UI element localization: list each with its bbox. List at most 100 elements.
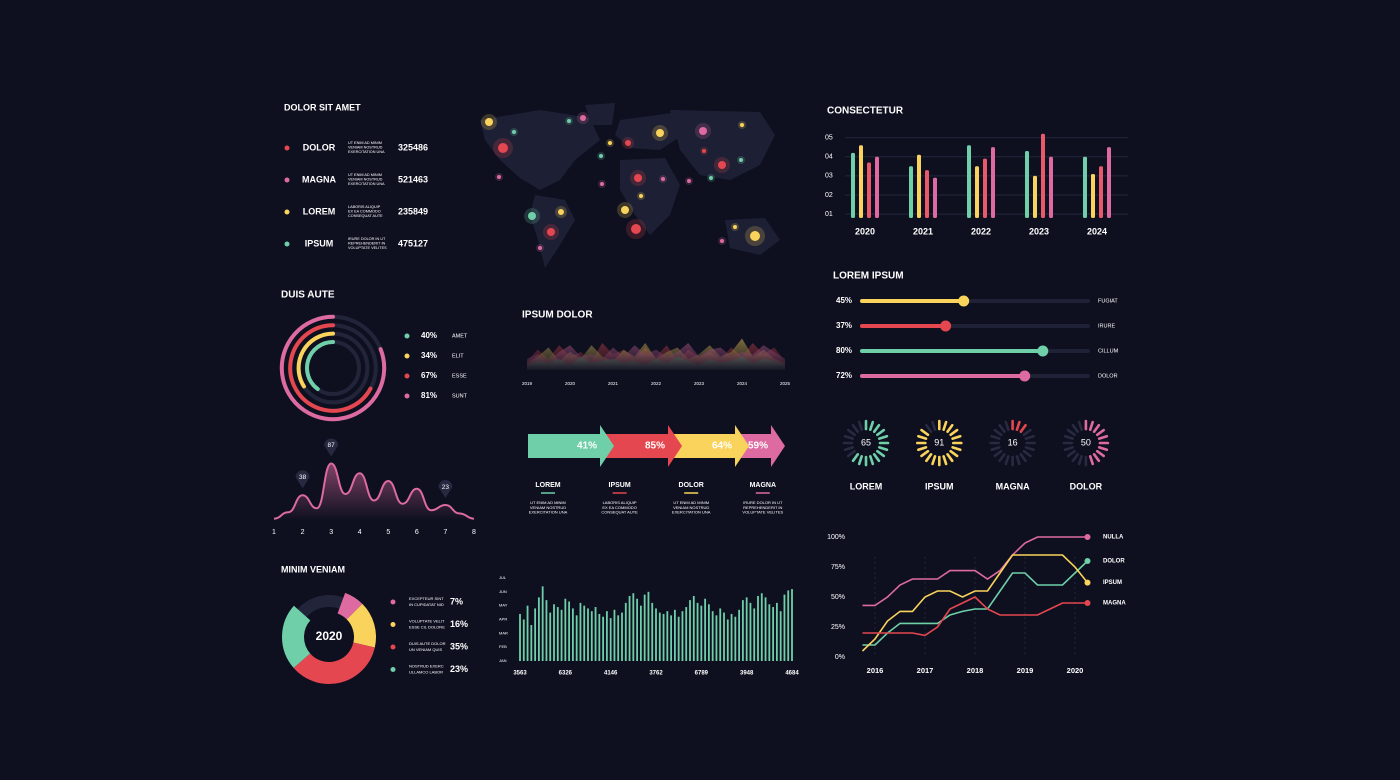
arrow-note: EXERCITATION UNA xyxy=(672,510,711,515)
gauge-tick xyxy=(1066,449,1076,458)
slider-knob xyxy=(1019,370,1031,382)
bar xyxy=(602,616,605,661)
map-dot xyxy=(656,129,664,137)
donut-center: 2020 xyxy=(316,629,343,643)
map-dot xyxy=(739,158,743,162)
legend-dot xyxy=(390,599,396,605)
map-dot xyxy=(687,179,691,183)
line-end-dot xyxy=(1084,579,1091,586)
gauge-tick xyxy=(1077,455,1083,466)
legend-note: UN VENIAM QUIS xyxy=(409,647,442,652)
map-dot xyxy=(625,140,631,146)
map-dot xyxy=(547,228,555,236)
bar xyxy=(1099,166,1103,218)
gauge-tick xyxy=(872,423,881,433)
gauge-tick xyxy=(1097,446,1109,452)
x-tick-label: 3948 xyxy=(740,671,754,677)
gauge-tick xyxy=(857,455,863,466)
map-dot xyxy=(621,206,629,214)
x-tick-label: 2016 xyxy=(867,666,884,675)
bar xyxy=(975,166,979,218)
continent xyxy=(480,110,600,190)
bar xyxy=(917,154,921,218)
bar xyxy=(730,613,733,661)
y-tick-label: FEB xyxy=(499,644,507,649)
gauge-tick xyxy=(843,434,854,440)
x-tick-label: 2020 xyxy=(565,381,576,386)
x-tick-label: 1 xyxy=(272,529,276,536)
gauge-tick xyxy=(1004,420,1010,431)
slider-knob xyxy=(940,320,952,332)
bar xyxy=(991,147,995,218)
bar xyxy=(575,615,578,661)
gauge-tick xyxy=(1015,420,1021,431)
row-note: LABORIS ALIQUIP xyxy=(348,205,381,209)
row-dot xyxy=(284,145,290,151)
bar xyxy=(628,595,631,661)
gauge-tick xyxy=(951,434,962,440)
arrow-note: IRURE DOLOR IN UT xyxy=(743,500,783,505)
x-tick-label: 3 xyxy=(329,529,333,536)
legend-value: 67% xyxy=(421,371,437,380)
world-map xyxy=(480,103,780,268)
y-tick-label: 75% xyxy=(831,564,845,571)
y-tick-label: 100% xyxy=(827,534,845,541)
gauge-value: 16 xyxy=(1008,437,1018,447)
arrow-note: VENIAM NOSTRUD xyxy=(673,505,709,510)
bar xyxy=(760,593,763,661)
gauge-tick xyxy=(876,449,886,458)
gauge-tick xyxy=(993,449,1003,458)
map-dot xyxy=(558,209,564,215)
legend-value: 7% xyxy=(450,596,463,606)
bar xyxy=(526,605,529,661)
bar xyxy=(1033,175,1037,218)
gauge-tick xyxy=(917,434,928,440)
bar xyxy=(723,612,725,661)
gauge-tick xyxy=(1019,453,1027,463)
map-dot xyxy=(661,177,665,181)
bar xyxy=(655,608,657,661)
bar xyxy=(726,619,729,661)
bar xyxy=(553,604,555,661)
slider-label: IRURE xyxy=(1098,323,1115,329)
bar xyxy=(967,145,971,218)
gauge-tick xyxy=(925,453,933,463)
y-tick-label: 25% xyxy=(831,624,845,631)
gauge-tick xyxy=(1071,453,1079,463)
x-tick-label: 2019 xyxy=(1017,666,1034,675)
row-note: EX EA COMMODO xyxy=(348,210,381,214)
legend-label: IPSUM xyxy=(1103,580,1122,586)
map-dot xyxy=(567,119,571,123)
gauge-tick xyxy=(1097,434,1109,440)
bar xyxy=(666,611,669,661)
legend-label: SUNT xyxy=(452,393,468,399)
gauge-tick xyxy=(1063,446,1074,452)
x-tick-label: 7 xyxy=(443,529,447,536)
line xyxy=(861,554,1089,652)
x-tick-label: 2025 xyxy=(780,381,791,386)
bar xyxy=(632,593,635,661)
gauge-tick xyxy=(1088,455,1094,466)
bar xyxy=(579,602,582,661)
gauge-tick xyxy=(1088,420,1094,431)
x-tick-label: 8 xyxy=(472,529,476,536)
row-label: DOLOR xyxy=(303,142,336,152)
bar xyxy=(609,618,612,661)
map-dot xyxy=(709,176,713,180)
bar xyxy=(670,615,673,661)
line-end-dot xyxy=(1084,600,1091,606)
bar xyxy=(909,166,913,218)
legend-dot xyxy=(404,353,410,359)
bar xyxy=(749,602,752,661)
row-value: 475127 xyxy=(398,238,428,248)
x-tick-label: 4684 xyxy=(785,671,799,677)
continent xyxy=(670,110,775,180)
arrow-shape xyxy=(668,425,749,467)
bar xyxy=(651,602,654,661)
slider-value: 45% xyxy=(836,296,852,305)
y-tick-label: APR xyxy=(499,617,507,622)
x-tick-label: 6326 xyxy=(559,671,573,677)
bar xyxy=(1091,173,1095,218)
panel-title: CONSECTETUR xyxy=(827,106,904,117)
